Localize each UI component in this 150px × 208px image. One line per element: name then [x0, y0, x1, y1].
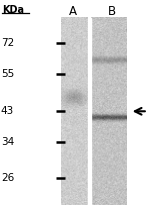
- Text: 72: 72: [1, 38, 14, 48]
- Bar: [88, 18, 91, 205]
- Text: 43: 43: [1, 106, 14, 116]
- Text: 34: 34: [1, 137, 14, 147]
- Text: 26: 26: [1, 173, 14, 183]
- Text: A: A: [69, 5, 77, 18]
- Text: KDa: KDa: [2, 5, 24, 15]
- Text: B: B: [108, 5, 116, 18]
- Text: 55: 55: [1, 69, 14, 79]
